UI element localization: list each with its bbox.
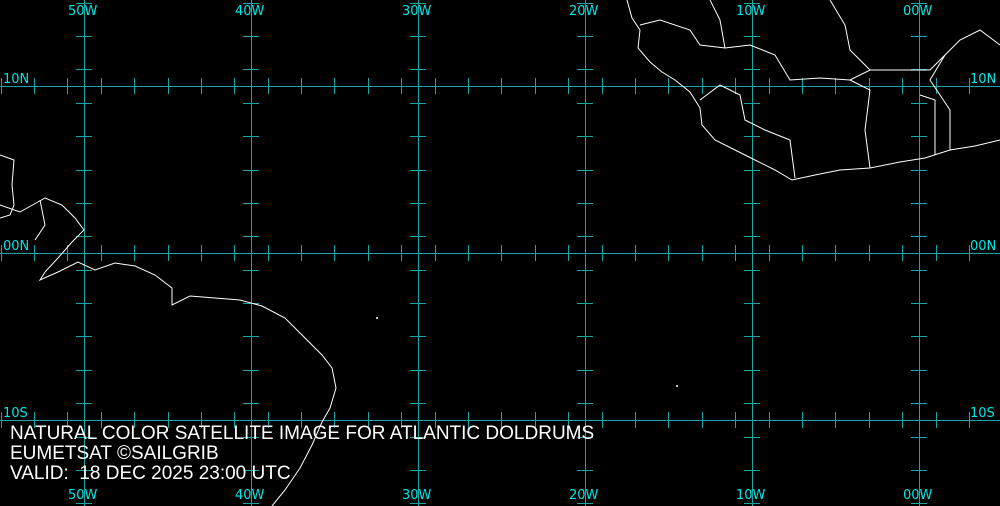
longitude-label-top: 40W <box>235 4 265 19</box>
longitude-label-top: 20W <box>569 4 599 19</box>
longitude-label-bottom: 40W <box>235 488 265 503</box>
border-line <box>699 84 796 179</box>
longitude-label-bottom: 30W <box>402 488 432 503</box>
border-line <box>34 199 46 241</box>
longitude-label-bottom: 00W <box>903 488 933 503</box>
island <box>676 385 678 387</box>
longitude-label-bottom: 50W <box>68 488 98 503</box>
border-line <box>919 94 936 155</box>
island <box>376 317 378 319</box>
latitude-label-right: 00N <box>970 239 997 254</box>
latitude-label-left: 10N <box>3 72 30 87</box>
caption-title: NATURAL COLOR SATELLITE IMAGE FOR ATLANT… <box>10 423 595 444</box>
border-line <box>639 19 1000 81</box>
longitude-label-top: 50W <box>68 4 98 19</box>
coastline-west-africa <box>626 0 1000 181</box>
latitude-label-right: 10N <box>970 72 997 87</box>
border-line <box>829 0 871 71</box>
coastline-guianas-brazil <box>0 197 337 506</box>
latitude-label-left: 00N <box>3 239 30 254</box>
longitude-label-bottom: 20W <box>569 488 599 503</box>
longitude-label-top: 30W <box>402 4 432 19</box>
border-line <box>849 79 871 169</box>
longitude-label-top: 00W <box>903 4 933 19</box>
caption-valid-time: VALID: 18 DEC 2025 23:00 UTC <box>10 463 291 484</box>
longitude-label-top: 10W <box>736 4 766 19</box>
latitude-label-right: 10S <box>970 406 995 421</box>
border-line <box>709 0 726 49</box>
border-line <box>929 54 951 150</box>
latitude-label-left: 10S <box>3 406 28 421</box>
coastline-south-america <box>0 154 15 219</box>
caption-source: EUMETSAT ©SAILGRIB <box>10 443 219 464</box>
longitude-label-bottom: 10W <box>736 488 766 503</box>
